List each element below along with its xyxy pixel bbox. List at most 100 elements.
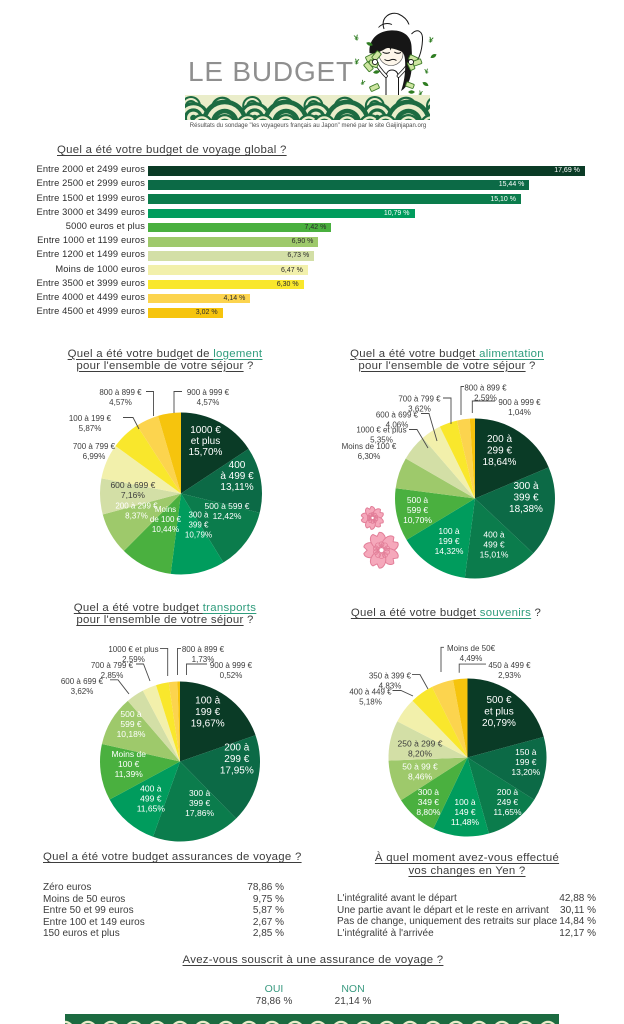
svg-text:¥: ¥ [359, 79, 366, 87]
svg-text:249 €: 249 € [497, 797, 519, 807]
svg-text:17,86%: 17,86% [185, 808, 214, 818]
svg-text:10,79%: 10,79% [185, 531, 212, 540]
svg-text:300 à: 300 à [513, 481, 538, 492]
svg-text:4,57%: 4,57% [109, 398, 132, 407]
svg-text:800 à 899 €: 800 à 899 € [99, 388, 142, 397]
svg-text:Moins de 50€: Moins de 50€ [447, 644, 496, 653]
svg-text:¥: ¥ [417, 90, 423, 98]
svg-text:200 à: 200 à [497, 787, 519, 797]
svg-text:20,79%: 20,79% [482, 718, 516, 729]
svg-text:299 €: 299 € [487, 446, 512, 457]
svg-text:¥: ¥ [354, 57, 360, 67]
svg-text:11,65%: 11,65% [137, 804, 166, 814]
svg-text:400: 400 [229, 460, 246, 471]
svg-text:500 à: 500 à [407, 495, 429, 505]
svg-text:13,20%: 13,20% [511, 767, 540, 777]
svg-text:Moins de 100 €: Moins de 100 € [342, 442, 397, 451]
svg-text:700 à 799 €: 700 à 799 € [91, 661, 134, 670]
svg-text:10,44%: 10,44% [152, 525, 179, 534]
svg-text:Moins de: Moins de [111, 749, 146, 759]
svg-text:6,99%: 6,99% [83, 452, 106, 461]
svg-text:500 à: 500 à [120, 709, 142, 719]
svg-text:100 €: 100 € [118, 759, 140, 769]
svg-text:15,01%: 15,01% [480, 550, 509, 560]
svg-text:349 €: 349 € [418, 797, 440, 807]
svg-text:299 €: 299 € [224, 754, 249, 765]
svg-text:¥: ¥ [353, 33, 360, 43]
svg-text:199 €: 199 € [515, 757, 537, 767]
svg-text:200 à: 200 à [224, 743, 249, 754]
svg-text:4,83%: 4,83% [379, 682, 402, 691]
svg-text:1000 €: 1000 € [190, 425, 221, 436]
svg-text:900 à 999 €: 900 à 999 € [498, 398, 541, 407]
svg-text:399 €: 399 € [513, 493, 538, 504]
svg-text:150 à: 150 à [515, 747, 537, 757]
svg-text:100 à: 100 à [438, 526, 460, 536]
svg-text:0,52%: 0,52% [220, 671, 243, 680]
svg-text:4,49%: 4,49% [460, 654, 483, 663]
svg-text:18,64%: 18,64% [483, 457, 517, 468]
svg-text:399 €: 399 € [188, 521, 209, 530]
svg-text:350 à 399 €: 350 à 399 € [369, 672, 412, 681]
svg-text:399 €: 399 € [189, 798, 211, 808]
svg-text:2,85%: 2,85% [101, 671, 124, 680]
svg-text:8,20%: 8,20% [408, 749, 433, 759]
svg-text:8,80%: 8,80% [416, 807, 441, 817]
svg-text:300 à: 300 à [189, 788, 211, 798]
svg-text:11,39%: 11,39% [115, 769, 144, 779]
svg-text:et plus: et plus [484, 707, 513, 718]
svg-text:250 à 299 €: 250 à 299 € [398, 739, 443, 749]
svg-text:6,30%: 6,30% [358, 452, 381, 461]
svg-text:100 à: 100 à [454, 797, 476, 807]
svg-text:1000 € et plus: 1000 € et plus [356, 426, 406, 435]
svg-text:1,73%: 1,73% [192, 655, 215, 664]
svg-text:900 à 999 €: 900 à 999 € [210, 661, 253, 670]
svg-text:12,42%: 12,42% [213, 511, 242, 521]
svg-text:11,48%: 11,48% [451, 817, 480, 827]
svg-text:499 €: 499 € [140, 794, 162, 804]
svg-text:14,32%: 14,32% [435, 546, 464, 556]
svg-text:100 à: 100 à [195, 696, 220, 707]
svg-text:4,57%: 4,57% [197, 398, 220, 407]
svg-text:600 à 699 €: 600 à 699 € [61, 677, 104, 686]
svg-text:¥: ¥ [424, 68, 429, 76]
svg-text:600 à 699 €: 600 à 699 € [376, 410, 419, 419]
svg-text:8,46%: 8,46% [408, 772, 433, 782]
svg-text:13,11%: 13,11% [220, 482, 253, 493]
svg-text:7,16%: 7,16% [121, 490, 146, 500]
svg-text:200 à 299 €: 200 à 299 € [115, 502, 158, 511]
svg-text:et plus: et plus [191, 436, 220, 447]
svg-text:400 à: 400 à [483, 530, 505, 540]
svg-text:700 à 799 €: 700 à 799 € [73, 442, 116, 451]
svg-text:1000 € et plus: 1000 € et plus [108, 645, 158, 654]
svg-text:700 à 799 €: 700 à 799 € [398, 395, 441, 404]
svg-text:10,18%: 10,18% [117, 729, 146, 739]
svg-text:8,37%: 8,37% [125, 512, 148, 521]
svg-text:500 à 599 €: 500 à 599 € [205, 501, 250, 511]
svg-text:5,18%: 5,18% [359, 698, 382, 707]
svg-text:100 à 199 €: 100 à 199 € [69, 414, 112, 423]
svg-text:15,70%: 15,70% [189, 447, 223, 458]
svg-text:5,87%: 5,87% [79, 424, 102, 433]
svg-text:4,06%: 4,06% [386, 420, 409, 429]
svg-text:800 à 899 €: 800 à 899 € [182, 645, 225, 654]
svg-text:900 à 999 €: 900 à 999 € [187, 388, 230, 397]
svg-text:3,62%: 3,62% [71, 687, 94, 696]
svg-text:149 €: 149 € [454, 807, 476, 817]
svg-text:5,35%: 5,35% [370, 436, 393, 445]
svg-text:10,70%: 10,70% [403, 515, 432, 525]
svg-text:50 à 99 €: 50 à 99 € [402, 762, 438, 772]
svg-text:300 à: 300 à [418, 787, 440, 797]
svg-text:450 à 499 €: 450 à 499 € [488, 661, 531, 670]
svg-text:1,04%: 1,04% [508, 408, 531, 417]
svg-text:499 €: 499 € [483, 540, 505, 550]
svg-text:400 à 449 €: 400 à 449 € [349, 688, 392, 697]
svg-text:17,95%: 17,95% [220, 765, 254, 776]
svg-text:2,93%: 2,93% [498, 671, 521, 680]
svg-text:200 à: 200 à [487, 434, 512, 445]
svg-text:500 €: 500 € [486, 695, 511, 706]
svg-text:300 à: 300 à [188, 511, 209, 520]
svg-text:599 €: 599 € [407, 505, 429, 515]
svg-text:2,59%: 2,59% [122, 655, 145, 664]
svg-text:18,38%: 18,38% [509, 504, 543, 515]
